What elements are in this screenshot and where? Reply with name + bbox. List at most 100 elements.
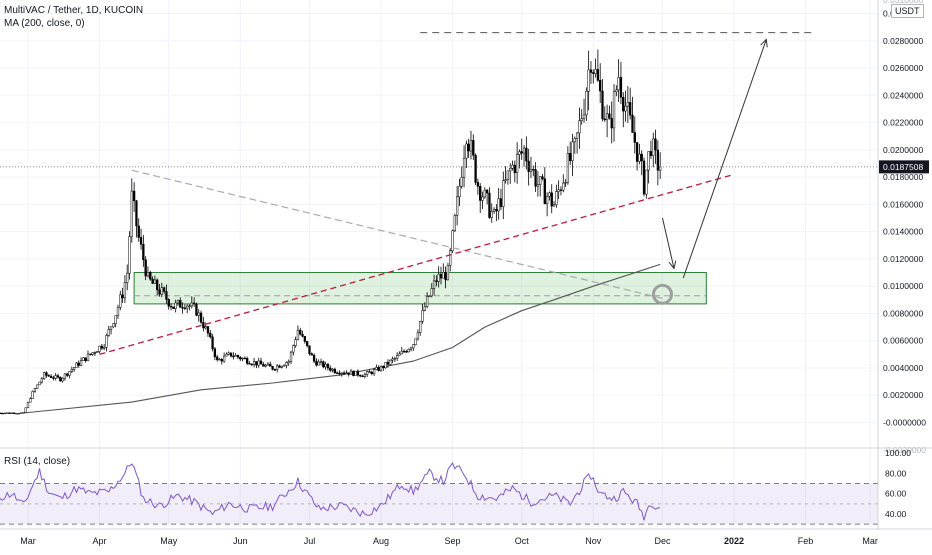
candle-body [361,375,364,378]
x-tick-label: Nov [585,536,602,546]
candle-body [479,186,482,201]
candle-body [589,69,593,73]
candle-body [414,338,417,345]
candle-body [545,196,549,205]
candle-body [405,351,408,353]
candle-body [559,189,563,191]
candle-body [622,96,625,112]
candle-body [469,140,473,152]
candle-body [582,114,586,119]
candle-body [121,294,124,299]
candle-body [562,182,565,191]
arrow-down-shaft [661,217,675,269]
candle-body [555,191,558,205]
y-tick-label: -0.0000000 [883,418,926,428]
unit-label[interactable]: USDT [891,4,924,18]
y-tick-label: 0.0310000 [883,0,923,5]
candle-body [421,310,424,322]
candle-body [594,69,597,74]
candle-body [375,367,378,370]
candle-body [93,352,97,354]
candle-body [149,272,152,280]
candle-body [282,365,286,367]
candle-body [396,355,399,359]
candle-body [63,373,67,379]
candle-body [499,198,503,207]
candle-body [195,303,198,316]
candle-body [354,370,357,376]
symbol-label: MultiVAC / Tether, 1D, KUCOIN [4,5,144,16]
candle-body [246,358,249,364]
candle-body [257,360,260,366]
candle-body [345,372,348,374]
candle-body [573,138,576,143]
ma200 [23,263,661,414]
x-tick-label: Jun [233,536,248,546]
candle-body [151,278,154,284]
candle-body [192,302,196,305]
candle-body [310,353,313,356]
candle-body [68,371,71,376]
y-tick-label: 0.0280000 [883,36,923,46]
candle-body [552,204,556,207]
candle-body [153,279,157,284]
candle-body [15,413,18,415]
candle-body [22,412,25,414]
x-tick-label: Mar [862,536,878,546]
candle-body [659,166,662,171]
candle-body [52,377,55,379]
candle-body [236,355,240,358]
candle-body [190,302,193,307]
candle-body [312,354,316,362]
support-zone [133,272,707,305]
candle-body [324,363,327,368]
candle-body [619,77,623,98]
candle-body [250,363,253,366]
candle-body [227,352,230,355]
candle-body [234,355,237,357]
candle-body [569,153,572,161]
candle-body [49,375,53,378]
candle-body [557,189,560,192]
y-tick-label: 0.0220000 [883,118,923,128]
candle-body [631,114,634,133]
y-tick-label: 0.0140000 [883,227,923,237]
y-tick-label: 0.0060000 [883,336,923,346]
candle-body [368,371,371,373]
candle-body [481,196,484,201]
candle-body [33,388,37,392]
candle-body [465,143,468,159]
candle-body [513,164,516,174]
candle-body [642,160,646,195]
candle-body [488,192,491,218]
candle-body [485,189,489,194]
candle-body [8,412,11,414]
candle-body [529,169,533,172]
candle-body [352,370,355,376]
arrow-down-head [668,260,677,270]
candle-body [183,307,187,309]
candle-body [167,299,170,307]
descending-trendline [131,169,663,300]
candle-body [587,69,590,92]
x-tick-label: 2022 [724,536,744,546]
candle-body [543,178,546,205]
candle-body [451,230,454,251]
candle-body [146,272,150,277]
candle-body [38,381,41,386]
candle-body [197,312,200,316]
candle-body [273,369,277,371]
candle-body [444,271,447,281]
candle-body [342,372,346,374]
candle-body [520,151,523,154]
candle-body [460,176,463,187]
candle-body [379,366,383,371]
candle-body [229,352,233,357]
candle-body [285,362,288,366]
candle-body [605,113,609,121]
candle-body [446,265,450,281]
y-tick-label: 0.0200000 [883,145,923,155]
candle-body [36,384,39,389]
